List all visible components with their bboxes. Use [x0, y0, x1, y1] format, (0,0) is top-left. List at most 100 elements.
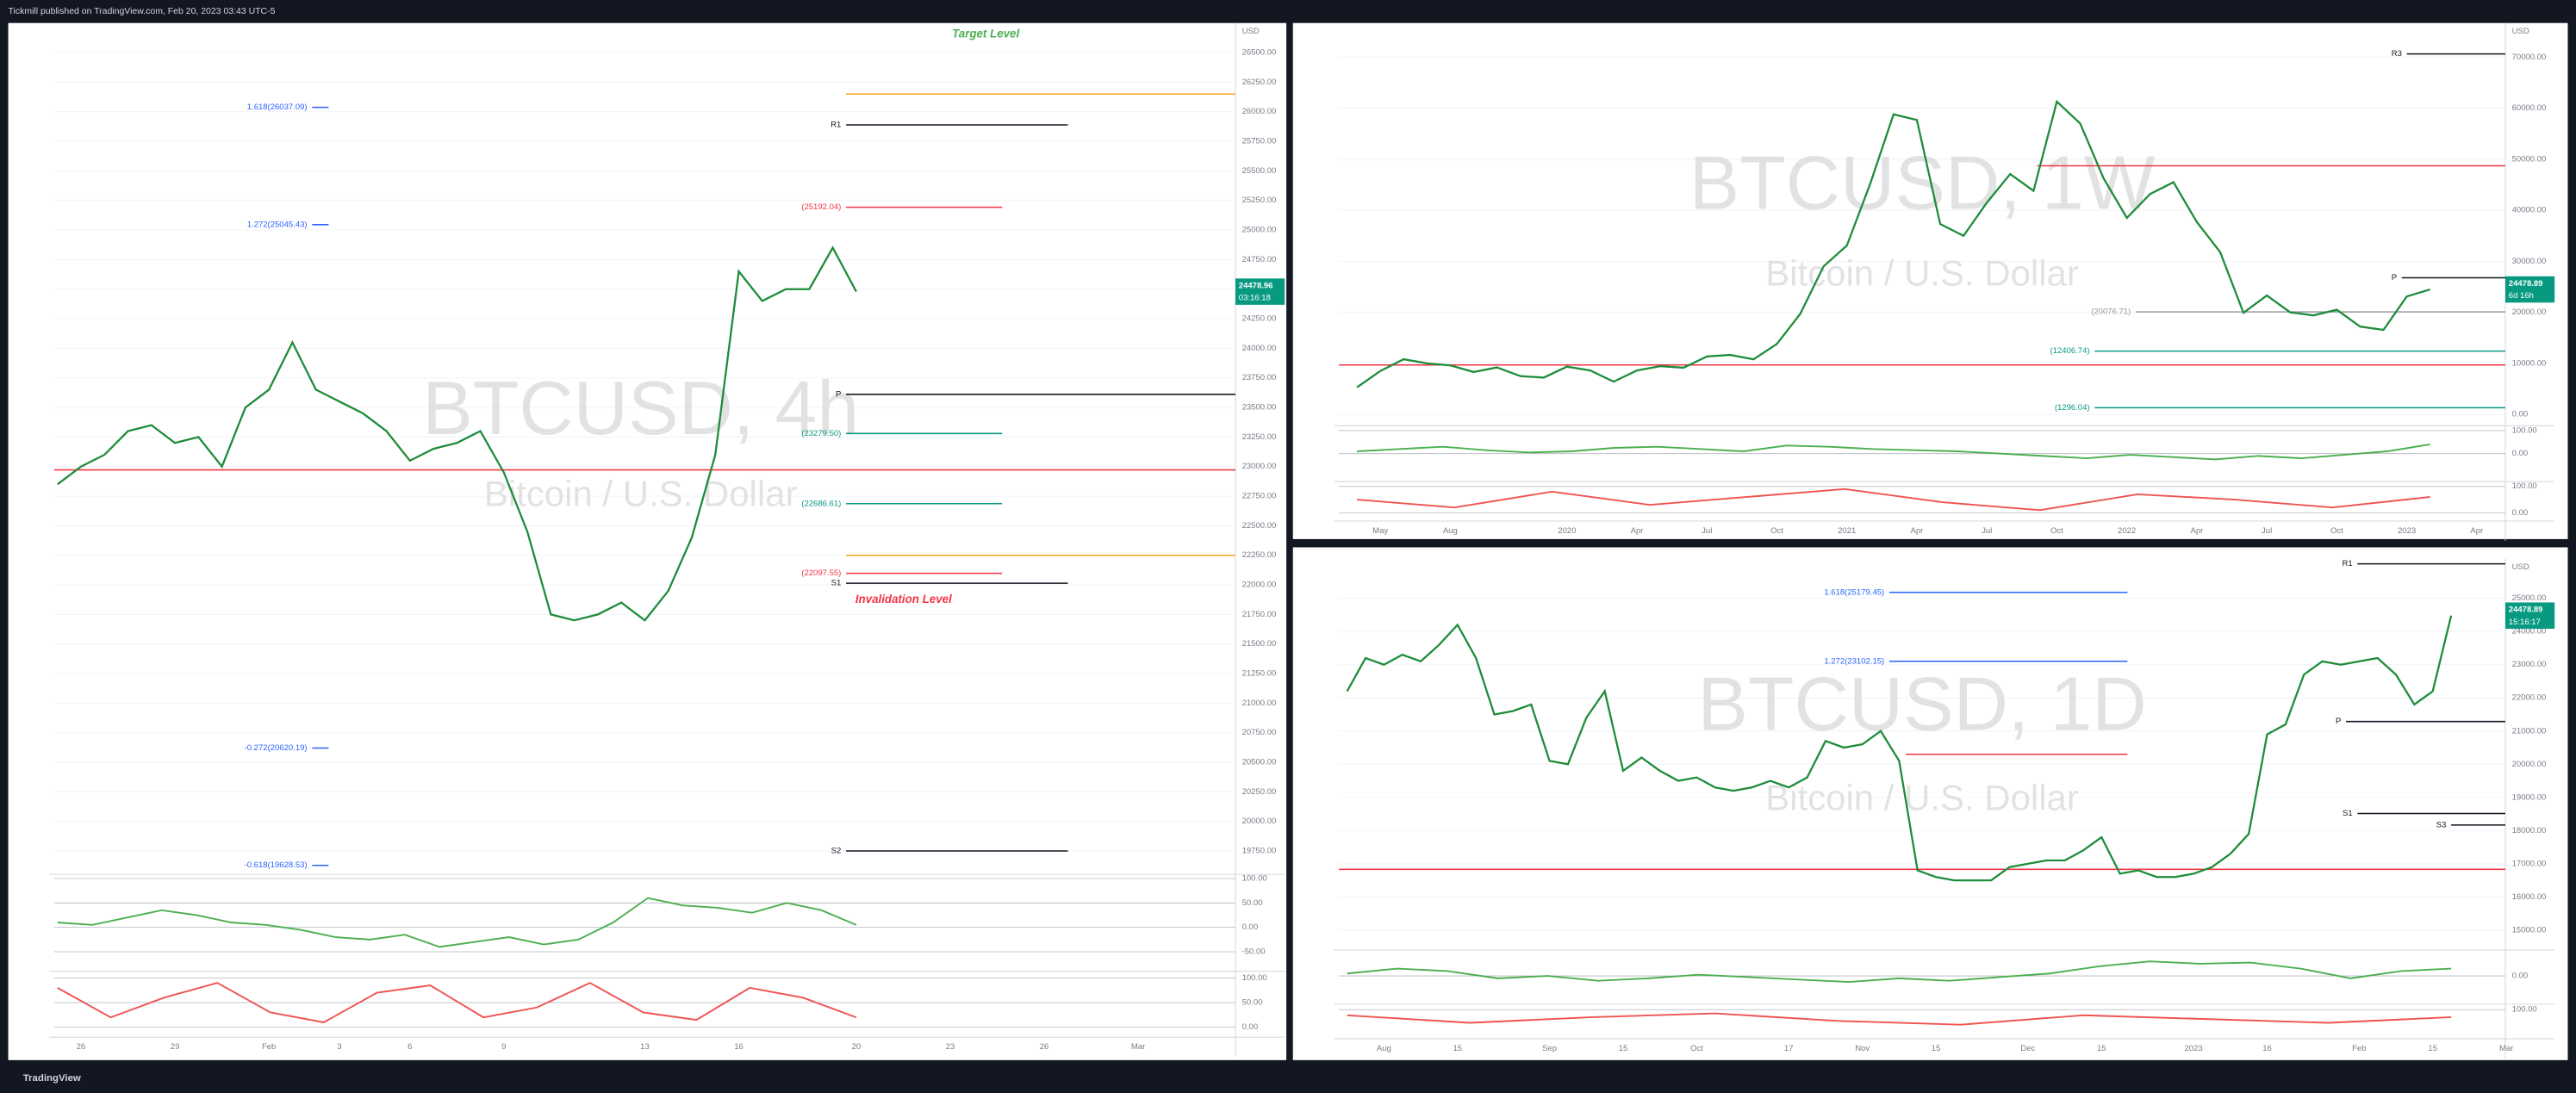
watermark-description: Bitcoin / U.S. Dollar — [1765, 777, 2079, 817]
x-tick-label: 16 — [2262, 1044, 2272, 1053]
y-tick-label: 20500.00 — [1242, 758, 1277, 767]
x-tick-label: 15 — [1932, 1044, 1941, 1053]
y-tick-label: 0.00 — [2512, 410, 2529, 419]
x-tick-label: 2023 — [2398, 526, 2416, 536]
level-label: (12406.74) — [2050, 346, 2090, 356]
x-tick-label: 15 — [1619, 1044, 1628, 1053]
y-tick-label: 22000.00 — [1242, 581, 1277, 590]
countdown: 03:16:18 — [1239, 294, 1271, 303]
level-label: P — [2392, 273, 2397, 283]
indicator-tick-label: 0.00 — [1242, 1022, 1259, 1032]
price-badge-label: 24478.89 — [2509, 279, 2543, 289]
watermark-symbol: BTCUSD, 1D — [1697, 662, 2146, 747]
level-label: (23279.50) — [801, 429, 841, 438]
y-tick-label: 26250.00 — [1242, 78, 1277, 87]
watermark-symbol: BTCUSD, 4h — [422, 366, 859, 450]
indicator-tick-label: 100.00 — [2512, 425, 2537, 435]
x-tick-label: 26 — [77, 1042, 86, 1052]
y-tick-label: 26500.00 — [1242, 48, 1277, 58]
level-label: 1.618(26037.09) — [247, 102, 308, 112]
annotation: Invalidation Level — [856, 593, 952, 605]
countdown: 6d 16h — [2509, 291, 2534, 301]
y-tick-label: 20750.00 — [1242, 728, 1277, 737]
price-badge-label: 24478.96 — [1239, 281, 1273, 290]
indicator-tick-label: 100.00 — [1242, 873, 1267, 883]
y-tick-label: 25750.00 — [1242, 137, 1277, 146]
indicator-tick-label: 100.00 — [1242, 973, 1267, 983]
level-label: 1.272(25045.43) — [247, 220, 308, 229]
indicator-tick-label: 100.00 — [2512, 1005, 2537, 1015]
panel — [1292, 547, 2568, 1060]
x-tick-label: 2020 — [1558, 526, 1576, 536]
y-tick-label: 21750.00 — [1242, 610, 1277, 619]
level-label: S2 — [831, 847, 842, 856]
indicator-line — [57, 982, 857, 1023]
x-tick-label: Aug — [1443, 526, 1458, 536]
x-tick-label: Mar — [2499, 1044, 2514, 1053]
footer: TradingView — [23, 1073, 81, 1084]
x-tick-label: 2022 — [2118, 526, 2136, 536]
y-tick-label: 10000.00 — [2512, 358, 2547, 368]
x-tick-label: Jul — [1982, 526, 1992, 536]
x-tick-label: 13 — [640, 1042, 650, 1052]
countdown: 15:16:17 — [2509, 618, 2541, 627]
price-line — [57, 245, 857, 622]
y-tick-label: 18000.00 — [2512, 826, 2547, 835]
y-tick-label: 24250.00 — [1242, 314, 1277, 324]
level-label: 1.618(25179.45) — [1824, 587, 1884, 597]
y-tick-label: 25000.00 — [1242, 226, 1277, 235]
x-tick-label: Oct — [2050, 526, 2063, 536]
y-tick-label: 70000.00 — [2512, 53, 2547, 62]
x-tick-label: 3 — [337, 1042, 341, 1052]
y-tick-label: 20000.00 — [2512, 760, 2547, 769]
currency: USD — [2512, 27, 2529, 36]
indicator-tick-label: 50.00 — [1242, 998, 1263, 1008]
level-label: S1 — [2343, 809, 2353, 818]
y-tick-label: 21500.00 — [1242, 639, 1277, 649]
level-label: (22686.61) — [801, 499, 841, 508]
x-tick-label: May — [1372, 526, 1388, 536]
indicator-tick-label: 100.00 — [2512, 481, 2537, 491]
y-tick-label: 23250.00 — [1242, 432, 1277, 442]
price-badge — [2505, 276, 2555, 303]
level-label: P — [2336, 717, 2341, 726]
y-tick-label: 15000.00 — [2512, 925, 2547, 935]
x-tick-label: Dec — [2020, 1044, 2035, 1053]
level-label: S3 — [2436, 820, 2447, 829]
x-tick-label: Feb — [2352, 1044, 2366, 1053]
y-tick-label: 24000.00 — [2512, 627, 2547, 637]
indicator-line — [57, 897, 857, 948]
level-label: (1296.04) — [2055, 403, 2090, 413]
x-tick-label: Jul — [1702, 526, 1712, 536]
price-line — [1346, 615, 2453, 882]
y-tick-label: 26000.00 — [1242, 107, 1277, 116]
y-tick-label: 22500.00 — [1242, 521, 1277, 531]
header: Tickmill published on TradingView.com, F… — [9, 7, 276, 16]
watermark-symbol: BTCUSD, 1W — [1689, 141, 2156, 226]
indicator-tick-label: 0.00 — [2512, 508, 2529, 518]
y-tick-label: 25000.00 — [2512, 593, 2547, 603]
indicator-line — [1347, 960, 2452, 984]
indicator-line — [1347, 1012, 2452, 1026]
panel — [8, 22, 1287, 1060]
level-label: (25192.04) — [801, 202, 841, 212]
y-tick-label: 16000.00 — [2512, 892, 2547, 902]
y-tick-label: 25500.00 — [1242, 166, 1277, 176]
y-tick-label: 20250.00 — [1242, 787, 1277, 797]
y-tick-label: 40000.00 — [2512, 206, 2547, 215]
y-tick-label: 21000.00 — [2512, 726, 2547, 736]
y-tick-label: 19750.00 — [1242, 847, 1277, 856]
x-tick-label: 2021 — [1838, 526, 1856, 536]
x-tick-label: 26 — [1040, 1042, 1049, 1052]
indicator-tick-label: -50.00 — [1242, 947, 1266, 957]
level-label: S1 — [831, 579, 842, 588]
level-label: (20076.71) — [2091, 307, 2131, 317]
level-label: 1.272(23102.15) — [1824, 656, 1884, 666]
x-tick-label: Apr — [1911, 526, 1925, 536]
x-tick-label: Apr — [1631, 526, 1645, 536]
indicator-line — [1357, 444, 2430, 461]
currency: USD — [1242, 27, 1260, 36]
y-tick-label: 22250.00 — [1242, 550, 1277, 560]
indicator-tick-label: 0.00 — [2512, 449, 2529, 458]
level-label: R1 — [2342, 559, 2352, 568]
